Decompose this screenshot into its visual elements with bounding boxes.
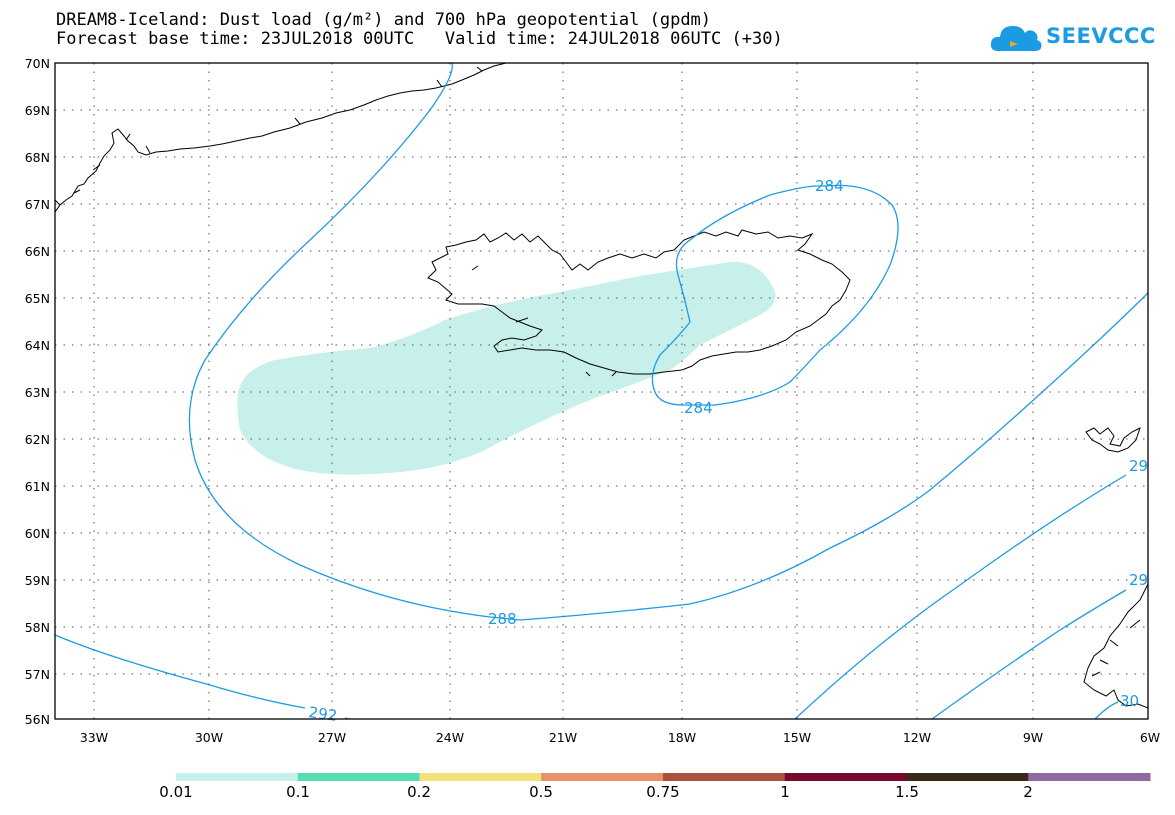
iceland-islands: [471, 265, 617, 377]
lat-label: 60N: [25, 526, 50, 541]
colorbar-label: 0.2: [407, 783, 431, 801]
lat-label: 65N: [25, 291, 50, 306]
lat-label: 68N: [25, 150, 50, 165]
contour-288: [188, 63, 1148, 621]
colorbar-swatch: [663, 773, 786, 781]
lon-label: 12W: [903, 730, 931, 745]
lon-label: 21W: [549, 730, 577, 745]
lon-label: 6W: [1140, 730, 1160, 745]
colorbar: [176, 773, 1151, 781]
faroe-coastline: [1085, 427, 1141, 453]
lon-label: 18W: [668, 730, 696, 745]
scotland-coastline: [1083, 583, 1148, 709]
colorbar-swatch: [1028, 773, 1151, 781]
colorbar-label: 0.1: [286, 783, 310, 801]
lat-label: 64N: [25, 338, 50, 353]
contour-label-29-lower: 29: [1129, 571, 1148, 589]
contour-284: [651, 184, 899, 406]
contour-label-284-south: 284: [684, 399, 713, 417]
colorbar-swatch: [784, 773, 907, 781]
lat-label: 61N: [25, 479, 50, 494]
lat-label: 70N: [25, 56, 50, 71]
lat-label: 67N: [25, 197, 50, 212]
contour-label-30: 30: [1120, 692, 1139, 710]
colorbar-label: 2: [1023, 783, 1033, 801]
seevccc-logo: SEEVCCC: [988, 18, 1155, 58]
contour-label-288: 288: [488, 610, 517, 628]
contour-label-284-north: 284: [815, 177, 844, 195]
contour-label-29-upper: 29: [1129, 457, 1148, 475]
lon-label: 9W: [1023, 730, 1043, 745]
cloud-icon: [990, 26, 1042, 51]
contour-label-292: 292: [307, 703, 338, 725]
lat-label: 62N: [25, 432, 50, 447]
greenland-fjords: [55, 66, 483, 206]
forecast-time-subtitle: Forecast base time: 23JUL2018 00UTC Vali…: [56, 29, 783, 49]
latitude-axis: 70N 69N 68N 67N 66N 65N 64N 63N 62N 61N …: [25, 56, 50, 727]
contour-300: [1094, 701, 1119, 719]
lat-label: 58N: [25, 620, 50, 635]
graticule: [55, 63, 1148, 719]
map-title: DREAM8-Iceland: Dust load (g/m²) and 700…: [56, 10, 712, 30]
lat-label: 63N: [25, 385, 50, 400]
lon-label: 30W: [195, 730, 223, 745]
colorbar-swatch: [176, 773, 299, 781]
colorbar-label: 0.75: [646, 783, 680, 801]
lon-label: 24W: [436, 730, 464, 745]
colorbar-label: 1.5: [895, 783, 919, 801]
lon-label: 27W: [318, 730, 346, 745]
longitude-axis: 33W 30W 27W 24W 21W 18W 15W 12W 9W 6W: [80, 730, 1160, 745]
colorbar-label: 0.5: [529, 783, 553, 801]
lon-label: 33W: [80, 730, 108, 745]
lat-label: 59N: [25, 573, 50, 588]
colorbar-label: 1: [780, 783, 790, 801]
lat-label: 57N: [25, 667, 50, 682]
colorbar-swatch: [297, 773, 420, 781]
lat-label: 56N: [25, 712, 50, 727]
logo-text: SEEVCCC: [1046, 24, 1156, 48]
lat-label: 66N: [25, 244, 50, 259]
iceland-coastline: [427, 229, 851, 375]
map-frame: [54, 62, 1149, 720]
colorbar-swatch: [541, 773, 664, 781]
lat-label: 69N: [25, 103, 50, 118]
lon-label: 15W: [783, 730, 811, 745]
dust-plume: [237, 261, 776, 475]
greenland-coastline: [55, 63, 507, 213]
colorbar-swatch: [906, 773, 1029, 781]
contour-296-b: [931, 589, 1127, 719]
colorbar-swatch: [419, 773, 542, 781]
contour-296-a: [794, 474, 1127, 719]
colorbar-label: 0.01: [159, 783, 193, 801]
